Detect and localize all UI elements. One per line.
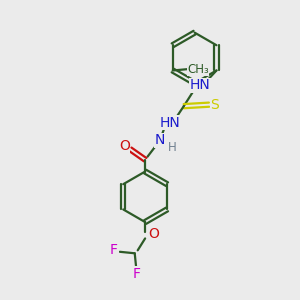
Text: N: N [155,133,165,147]
Text: F: F [132,267,140,281]
Text: H: H [167,141,176,154]
Text: O: O [119,139,130,153]
Text: F: F [110,243,118,257]
Text: S: S [211,98,219,112]
Text: HN: HN [160,116,181,130]
Text: O: O [148,227,159,241]
Text: HN: HN [190,78,211,92]
Text: CH₃: CH₃ [187,62,209,76]
